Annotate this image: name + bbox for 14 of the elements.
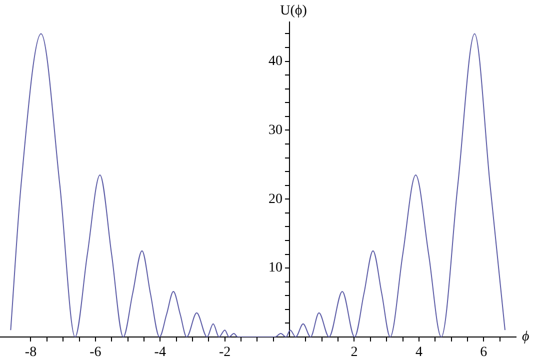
y-tick-label: 40 [268, 54, 283, 69]
x-tick-label: 2 [350, 345, 358, 359]
x-axis-title: ϕ [522, 330, 530, 345]
x-tick-label: 6 [480, 345, 488, 359]
y-tick-label: 20 [268, 192, 283, 207]
y-tick-label: 30 [268, 122, 283, 138]
y-axis-title: U(ϕ) [280, 4, 308, 19]
x-tick-label: -4 [154, 345, 166, 359]
line-series [10, 33, 506, 337]
x-tick-label: -8 [24, 345, 37, 359]
x-tick-label: 4 [415, 345, 422, 359]
y-tick-label: 10 [268, 260, 283, 276]
x-tick-label: -6 [90, 345, 102, 359]
x-tick-label: -2 [219, 345, 231, 359]
